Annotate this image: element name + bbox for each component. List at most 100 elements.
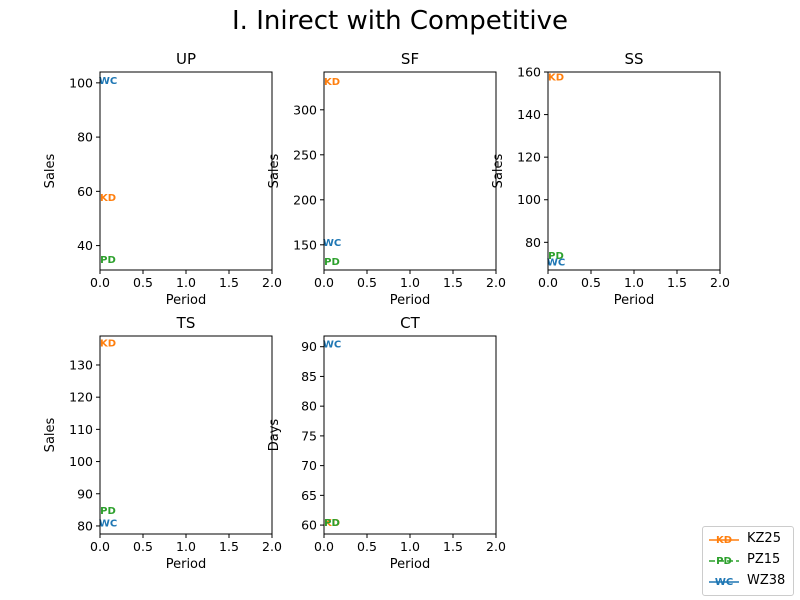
- plot-frame: [99, 71, 273, 271]
- y-tick-label: 100: [69, 75, 93, 90]
- x-tick-label: 2.0: [710, 275, 730, 290]
- legend-marker-pz15: PD: [716, 556, 732, 567]
- y-axis-label: Sales: [43, 417, 58, 452]
- x-tick-label: 0.0: [90, 275, 110, 290]
- y-tick-label: 90: [77, 486, 93, 501]
- y-tick-label: 65: [301, 488, 317, 503]
- x-axis-label: Period: [390, 293, 431, 308]
- x-tick-label: 2.0: [486, 275, 506, 290]
- data-point-pz15: PD: [548, 251, 564, 262]
- y-axis-label: Sales: [491, 153, 506, 188]
- y-tick-label: 60: [301, 518, 317, 533]
- data-point-wz38: WC: [99, 519, 117, 530]
- subplot-ss: SS 0.0 0.5 1.0 1.5 2.0 80 100 120 140 160 Period Sal…: [491, 50, 730, 308]
- y-tick-label: 80: [77, 130, 93, 145]
- x-tick-label: 0.0: [314, 275, 334, 290]
- x-axis-label: Period: [390, 557, 431, 572]
- y-tick-label: 250: [293, 147, 317, 162]
- data-point-kz25: KD: [324, 518, 340, 529]
- y-tick-label: 300: [293, 102, 317, 117]
- y-tick-label: 90: [301, 339, 317, 354]
- y-tick-label: 160: [517, 65, 541, 80]
- y-axis-label: Sales: [267, 153, 282, 188]
- x-tick-label: 0.5: [133, 275, 153, 290]
- x-tick-label: 2.0: [262, 539, 282, 554]
- y-axis-label: Sales: [43, 153, 58, 188]
- data-point-pz15: PD: [324, 518, 340, 529]
- y-tick-label: 60: [77, 184, 93, 199]
- x-tick-label: 0.0: [90, 539, 110, 554]
- x-axis-label: Period: [166, 557, 207, 572]
- data-point-wz38: WC: [323, 238, 341, 249]
- legend-entry-kz25: KD KZ25: [703, 529, 793, 549]
- legend-label-kz25: KZ25: [747, 531, 781, 546]
- y-tick-label: 140: [517, 107, 541, 122]
- x-tick-label: 1.0: [624, 275, 644, 290]
- y-tick-label: 130: [69, 357, 93, 372]
- data-point-pz15: PD: [100, 506, 116, 517]
- x-tick-label: 1.0: [400, 275, 420, 290]
- legend-swatch-kz25: KD: [709, 535, 739, 546]
- y-axis-label: Days: [267, 419, 282, 452]
- y-tick-label: 100: [517, 192, 541, 207]
- x-tick-label: 0.5: [357, 539, 377, 554]
- legend-swatch-wz38: WC: [709, 577, 739, 588]
- y-tick-label: 70: [301, 458, 317, 473]
- plot-frame: [547, 71, 721, 271]
- legend-swatch-pz15: PD: [709, 556, 739, 567]
- y-tick-label: 80: [77, 518, 93, 533]
- y-tick-label: 110: [69, 422, 93, 437]
- legend-marker-wz38: WC: [715, 577, 733, 588]
- data-point-wz38: WC: [99, 76, 117, 87]
- y-tick-label: 100: [69, 454, 93, 469]
- x-tick-label: 1.5: [443, 539, 463, 554]
- subplot-ts: TS 0.0 0.5 1.0 1.5 2.0 80 90 100 110 120 130 Period S…: [43, 314, 282, 572]
- data-point-pz15: PD: [100, 255, 116, 266]
- x-tick-label: 1.5: [667, 275, 687, 290]
- chart-legend: KD KZ25 PD PZ15 WC WZ38: [702, 526, 794, 596]
- data-point-kz25: KD: [100, 338, 116, 349]
- y-tick-label: 85: [301, 369, 317, 384]
- y-tick-label: 120: [517, 150, 541, 165]
- x-tick-label: 1.5: [219, 275, 239, 290]
- x-tick-label: 1.0: [400, 539, 420, 554]
- x-axis-label: Period: [614, 293, 655, 308]
- legend-marker-kz25: KD: [716, 535, 732, 546]
- y-tick-label: 75: [301, 428, 317, 443]
- x-tick-label: 2.0: [486, 539, 506, 554]
- y-tick-label: 80: [301, 399, 317, 414]
- subplot-ct: CT 0.0 0.5 1.0 1.5 2.0 60 65 70 75 80 85 90 Period Day…: [267, 314, 506, 572]
- x-tick-label: 1.5: [219, 539, 239, 554]
- data-point-kz25: KD: [100, 193, 116, 204]
- plot-frame: [99, 335, 273, 535]
- y-tick-label: 40: [77, 238, 93, 253]
- y-tick-label: 120: [69, 390, 93, 405]
- x-tick-label: 1.5: [443, 275, 463, 290]
- x-axis-label: Period: [166, 293, 207, 308]
- x-tick-label: 0.0: [314, 539, 334, 554]
- y-tick-label: 80: [525, 235, 541, 250]
- subplot-title: SS: [624, 50, 643, 68]
- legend-label-pz15: PZ15: [747, 552, 781, 567]
- data-point-wz38: WC: [547, 257, 565, 268]
- data-point-kz25: KD: [548, 72, 564, 83]
- legend-entry-wz38: WC WZ38: [703, 571, 793, 591]
- subplot-up: UP 0.0 0.5 1.0 1.5 2.0 40 60 80 100 Period Sales KD P…: [43, 50, 282, 308]
- x-tick-label: 1.0: [176, 275, 196, 290]
- x-tick-label: 0.5: [357, 275, 377, 290]
- subplot-title: SF: [401, 50, 419, 68]
- subplot-title: TS: [176, 314, 196, 332]
- legend-label-wz38: WZ38: [747, 573, 786, 588]
- data-point-pz15: PD: [324, 257, 340, 268]
- plot-frame: [323, 335, 497, 535]
- legend-entry-pz15: PD PZ15: [703, 550, 793, 570]
- figure-title: I. Inirect with Competitive: [232, 6, 568, 36]
- x-tick-label: 1.0: [176, 539, 196, 554]
- x-tick-label: 0.5: [133, 539, 153, 554]
- y-tick-label: 150: [293, 237, 317, 252]
- x-tick-label: 2.0: [262, 275, 282, 290]
- subplot-title: CT: [400, 314, 420, 332]
- y-tick-label: 200: [293, 192, 317, 207]
- data-point-kz25: KD: [324, 77, 340, 88]
